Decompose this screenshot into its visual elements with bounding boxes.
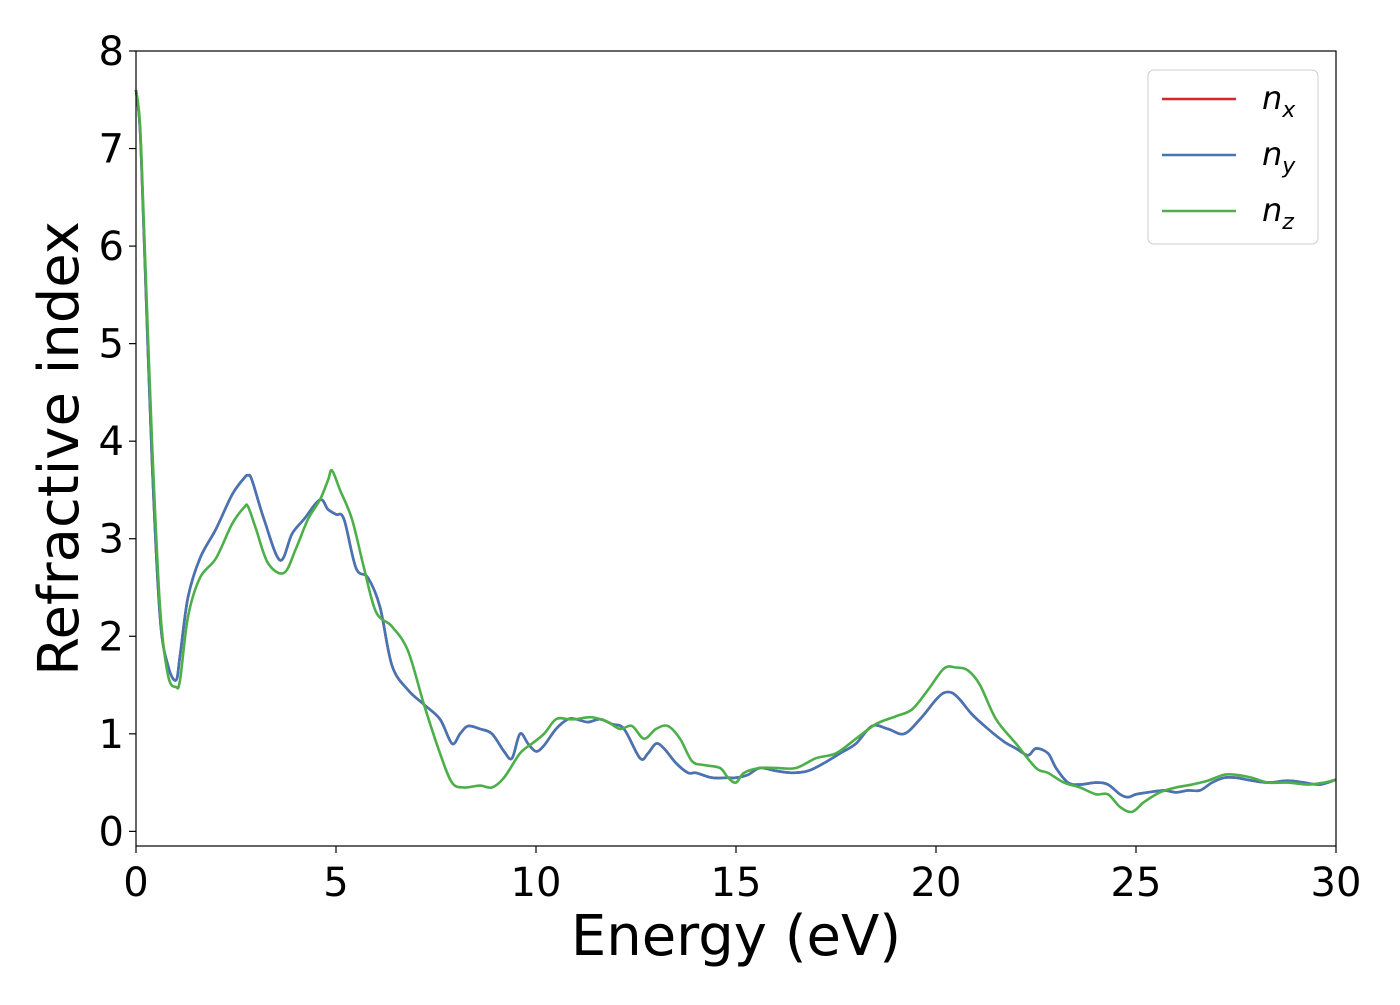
legend-box (1147, 69, 1319, 245)
x-axis-label: Energy (eV) (571, 904, 901, 969)
y-tick-label: 5 (99, 322, 124, 368)
legend-label-subscript: x (1281, 98, 1296, 123)
legend-label-base: n (1262, 79, 1282, 117)
x-axis-ticks: 0 5 10 15 20 25 30 (123, 846, 1361, 906)
legend-label-subscript: y (1281, 154, 1296, 179)
x-tick-label: 25 (1111, 860, 1162, 906)
y-tick-label: 2 (99, 614, 124, 660)
legend-label-base: n (1262, 135, 1282, 173)
series-line-z (134, 89, 1337, 814)
x-tick-label: 15 (711, 860, 762, 906)
x-tick-label: 10 (511, 860, 562, 906)
x-tick-label: 30 (1311, 860, 1362, 906)
y-tick-label: 3 (99, 517, 124, 563)
x-tick-label: 0 (123, 860, 148, 906)
y-tick-label: 8 (99, 29, 124, 75)
series-line-y (134, 89, 1337, 799)
legend-label-z: nz (1262, 191, 1294, 235)
y-tick-label: 7 (99, 127, 124, 173)
x-tick-label: 5 (323, 860, 348, 906)
y-tick-label: 1 (99, 712, 124, 758)
y-axis-label: Refractive index (27, 221, 92, 676)
series-layer (134, 89, 1337, 814)
legend-label-subscript: z (1281, 210, 1294, 235)
x-tick-label: 20 (911, 860, 962, 906)
y-tick-label: 6 (99, 224, 124, 270)
y-axis-ticks: 0 1 2 3 4 5 6 7 8 (99, 29, 136, 855)
legend-label-base: n (1262, 191, 1282, 229)
legend-label-y: ny (1262, 135, 1296, 179)
y-tick-label: 4 (99, 419, 124, 465)
legend-label-x: nx (1262, 79, 1296, 123)
y-tick-label: 0 (99, 809, 124, 855)
